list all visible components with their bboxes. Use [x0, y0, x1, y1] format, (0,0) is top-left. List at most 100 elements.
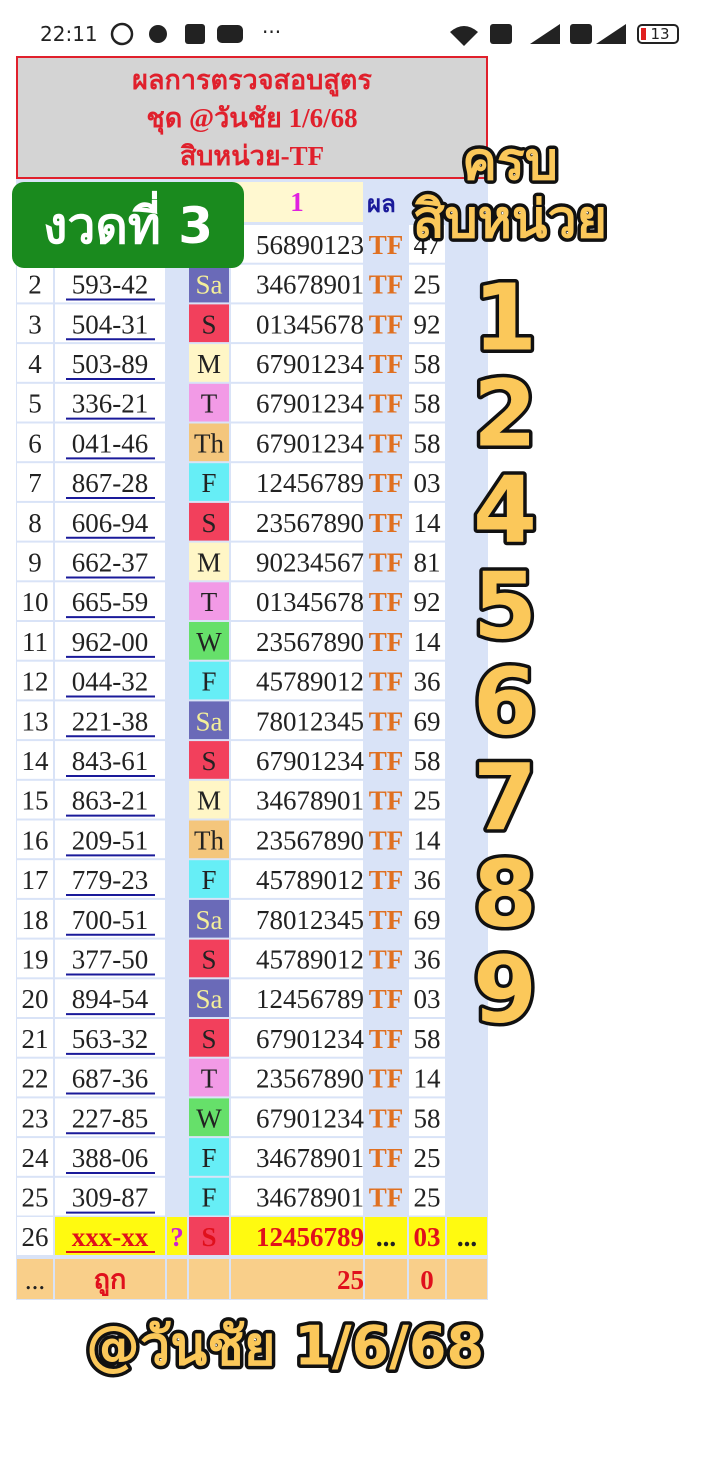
- cell-no: 17: [22, 865, 49, 895]
- cell-bg: [231, 1019, 363, 1057]
- cell-mark: ?: [170, 1222, 184, 1252]
- cell-day: M: [197, 547, 221, 577]
- cell-bg: [17, 899, 53, 938]
- cell-day: Th: [194, 825, 224, 855]
- column-header-cell: [231, 182, 363, 222]
- cell-no: 24: [22, 1143, 50, 1173]
- cell-day: F: [201, 1143, 216, 1173]
- cell-bg: [55, 1098, 165, 1137]
- cell-digits: 45789012: [256, 667, 364, 697]
- status-time: 22:11: [40, 22, 98, 46]
- cell-code: 209-51: [72, 825, 149, 855]
- cell-code: ถูก: [94, 1265, 127, 1297]
- cell-no: ...: [25, 1265, 45, 1295]
- cell-no: 3: [28, 309, 42, 339]
- cell-no: 21: [22, 1024, 49, 1054]
- cell-bg: [231, 225, 363, 263]
- cell-tf: TF: [369, 428, 404, 458]
- header-line: ชุด @วันชัย 1/6/68: [146, 103, 357, 135]
- cell-digits: 67901234: [256, 746, 365, 776]
- cell-result: 03: [414, 468, 441, 498]
- cell-bg: [17, 1098, 53, 1137]
- cell-bg: [17, 582, 53, 620]
- overlay-digit: 2: [473, 361, 537, 468]
- cell-bg: [55, 1177, 165, 1216]
- cell-day: T: [201, 389, 218, 419]
- cell-bg: [17, 1217, 53, 1255]
- cell-bg: [189, 1058, 229, 1097]
- signal-icon: [596, 24, 626, 44]
- cell-day: S: [201, 746, 216, 776]
- volte-icon: [570, 24, 592, 44]
- cell-tf: ...: [376, 1222, 396, 1252]
- cell-result: 58: [414, 746, 441, 776]
- cell-bg: [231, 304, 363, 343]
- signal-icon: [530, 24, 560, 44]
- badge: งวดที่ 3: [43, 191, 213, 255]
- cell-bg: [189, 860, 229, 898]
- cell-tf: TF: [369, 746, 404, 776]
- facebook-icon: [185, 24, 205, 44]
- header-box: [16, 56, 488, 179]
- cell-tf: TF: [369, 508, 404, 538]
- cell-result: 58: [414, 1103, 441, 1133]
- cell-code: 700-51: [72, 905, 149, 935]
- cell-code: 041-46: [72, 428, 149, 458]
- cell-bg: [409, 542, 445, 581]
- cell-bg: [231, 463, 363, 501]
- cell-bg: [231, 899, 363, 938]
- cell-tf: TF: [369, 706, 404, 736]
- cell-tf: TF: [369, 1183, 404, 1213]
- cell-bg: [409, 1138, 445, 1176]
- cell-digits: 25: [337, 1265, 364, 1295]
- cell-bg: [231, 344, 363, 382]
- cell-no: 22: [22, 1064, 49, 1094]
- overlay-digit: 7: [473, 745, 537, 852]
- cell-code: 504-31: [72, 309, 149, 339]
- cell-digits: 90234567: [256, 547, 364, 577]
- cell-bg: [409, 939, 445, 978]
- cell-bg: [189, 780, 229, 819]
- cell-result: 14: [414, 825, 442, 855]
- cell-code: 843-61: [72, 746, 149, 776]
- cell-day: Sa: [196, 270, 223, 300]
- cell-day: S: [201, 508, 216, 538]
- cell-bg: [55, 1138, 165, 1176]
- cell-no: 13: [22, 706, 49, 736]
- cell-bg: [189, 1217, 229, 1255]
- cell-tf: TF: [369, 1103, 404, 1133]
- cell-bg: [231, 264, 363, 303]
- cell-bg: [189, 1098, 229, 1137]
- cell-no: 15: [22, 786, 49, 816]
- cell-bg: [55, 741, 165, 779]
- cell-bg: [447, 1259, 487, 1299]
- overlay-digit: 5: [473, 553, 537, 660]
- cell-bg: [55, 661, 165, 700]
- cell-bg: [189, 463, 229, 501]
- column-header: ผล: [367, 190, 396, 218]
- cell-bg: [189, 1259, 229, 1299]
- cell-bg: [231, 1138, 363, 1176]
- cell-no: 4: [28, 349, 42, 379]
- cell-result: 0: [420, 1265, 434, 1295]
- cell-digits: 12456789: [256, 1222, 364, 1252]
- cell-no: 18: [22, 905, 49, 935]
- cell-result: 25: [414, 786, 441, 816]
- cell-day: S: [201, 944, 216, 974]
- cell-bg: [189, 344, 229, 382]
- cell-result: 25: [414, 1183, 441, 1213]
- cell-bg: [409, 225, 445, 263]
- cell-bg: [231, 502, 363, 541]
- cell-code: 044-32: [72, 667, 149, 697]
- cell-result: 03: [414, 1222, 441, 1252]
- cell-bg: [55, 899, 165, 938]
- cell-bg: [17, 622, 53, 660]
- overlay-digit: 4: [473, 457, 537, 564]
- battery-percent: 13: [650, 25, 669, 43]
- cell-digits: 67901234: [256, 349, 365, 379]
- cell-bg: [409, 1259, 445, 1299]
- cell-code: 606-94: [72, 508, 149, 538]
- cell-tf: TF: [369, 1143, 404, 1173]
- cell-code: 863-21: [72, 786, 149, 816]
- overlay-footer: @วันชัย 1/6/68: [86, 1315, 484, 1378]
